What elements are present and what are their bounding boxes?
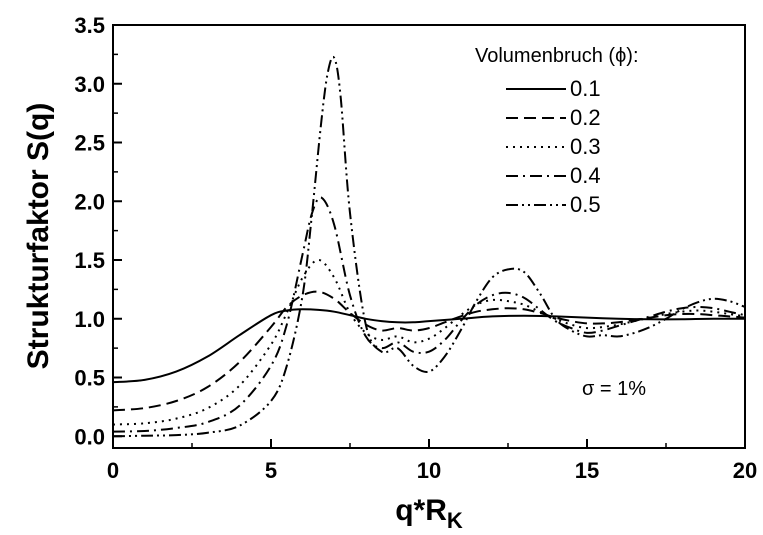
y-tick-label: 0.0 <box>74 424 105 449</box>
sigma-annotation: σ = 1% <box>582 378 646 400</box>
series-line-0.4 <box>113 196 745 433</box>
x-axis-title: q*RK <box>395 494 463 533</box>
x-tick-label: 15 <box>575 458 599 483</box>
plot-frame <box>112 24 746 449</box>
legend-label-0.2: 0.2 <box>570 105 601 130</box>
y-tick-label: 2.0 <box>74 189 105 214</box>
legend: Volumenbruch (ϕ): 0.1 0.2 0.3 0.4 0.5 <box>475 45 639 217</box>
legend-label-0.5: 0.5 <box>570 192 601 217</box>
series-line-0.3 <box>113 258 745 426</box>
y-tick-label: 3.5 <box>74 13 105 38</box>
legend-label-0.3: 0.3 <box>570 134 601 159</box>
x-tick-label: 5 <box>265 458 277 483</box>
x-tick-label: 10 <box>417 458 441 483</box>
legend-label-0.4: 0.4 <box>570 163 601 188</box>
x-axis-title-subscript: K <box>447 508 463 533</box>
legend-title: Volumenbruch (ϕ): <box>475 45 639 67</box>
legend-items: 0.1 0.2 0.3 0.4 0.5 <box>506 76 601 217</box>
x-tick-label: 0 <box>107 458 119 483</box>
series-line-0.1 <box>113 308 745 384</box>
y-tick-label: 1.5 <box>74 248 105 273</box>
series-layer <box>113 55 745 438</box>
y-tick-label: 1.0 <box>74 307 105 332</box>
y-tick-label: 2.5 <box>74 131 105 156</box>
y-tick-label: 0.5 <box>74 366 105 391</box>
legend-label-0.1: 0.1 <box>570 76 601 101</box>
series-line-0.2 <box>113 290 745 412</box>
x-axis-title-main: q*R <box>395 494 447 527</box>
x-tick-label: 20 <box>733 458 757 483</box>
y-axis-title: Strukturfaktor S(q) <box>22 103 55 370</box>
y-axis: 0.0 0.5 1.0 1.5 2.0 2.5 3.0 3.5 <box>74 13 122 449</box>
x-axis: 0 5 10 15 20 <box>107 439 757 483</box>
series-line-0.5 <box>113 55 745 438</box>
y-tick-label: 3.0 <box>74 72 105 97</box>
